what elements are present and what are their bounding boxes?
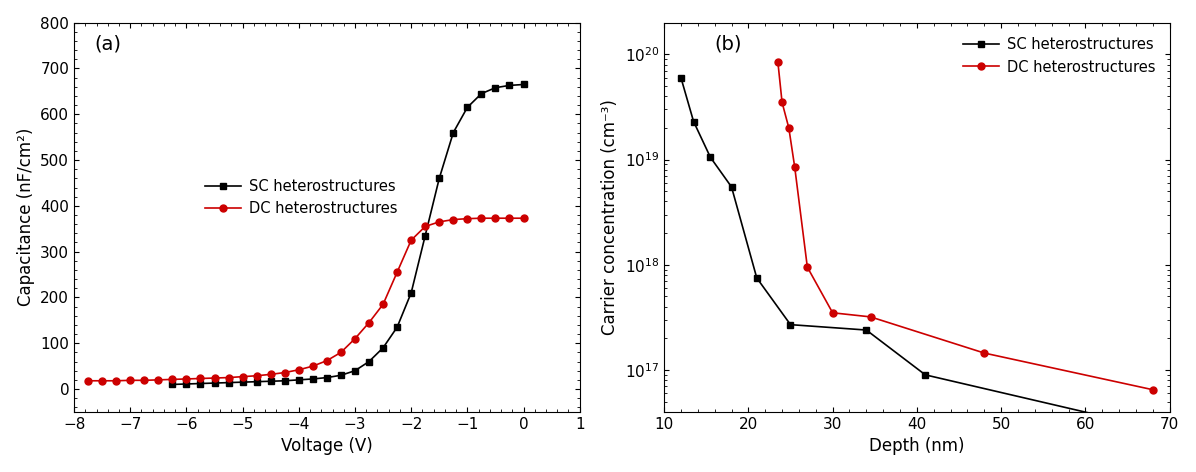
DC heterostructures [517,215,531,221]
SC heterostructures [446,130,460,135]
SC heterostructures [194,381,208,387]
SC heterostructures [687,118,701,124]
SC heterostructures [165,381,179,387]
SC heterostructures [488,85,502,91]
DC heterostructures [334,350,348,355]
DC heterostructures [292,367,306,372]
DC heterostructures [977,350,991,356]
DC heterostructures [221,375,236,380]
DC heterostructures [419,224,433,229]
SC heterostructures [750,275,764,281]
SC heterostructures [725,184,739,190]
SC heterostructures [783,322,798,328]
DC heterostructures [306,363,321,369]
SC heterostructures [859,327,873,333]
Line: SC heterostructures: SC heterostructures [677,74,1115,421]
SC heterostructures [362,359,377,364]
Line: DC heterostructures: DC heterostructures [85,215,527,384]
SC heterostructures [376,345,390,351]
DC heterostructures [250,373,264,379]
DC heterostructures [864,314,878,320]
DC heterostructures [207,375,221,381]
DC heterostructures [348,336,362,341]
SC heterostructures [221,380,236,386]
DC heterostructures [319,358,334,363]
DC heterostructures [446,217,460,222]
DC heterostructures [94,378,109,384]
SC heterostructures [236,379,250,385]
Text: (b): (b) [715,34,743,53]
DC heterostructures [362,320,377,326]
SC heterostructures [306,376,321,382]
DC heterostructures [277,370,292,375]
Legend: SC heterostructures, DC heterostructures: SC heterostructures, DC heterostructures [956,30,1163,82]
SC heterostructures [250,379,264,385]
Y-axis label: Capacitance (nF/cm²): Capacitance (nF/cm²) [17,128,35,306]
Text: (a): (a) [94,34,121,53]
DC heterostructures [236,374,250,379]
Legend: SC heterostructures, DC heterostructures: SC heterostructures, DC heterostructures [197,172,404,224]
SC heterostructures [390,324,404,330]
DC heterostructures [770,59,785,65]
SC heterostructures [919,372,933,378]
SC heterostructures [475,91,489,96]
DC heterostructures [376,302,390,307]
DC heterostructures [123,378,138,383]
SC heterostructures [673,75,688,81]
SC heterostructures [502,83,517,88]
SC heterostructures [460,105,475,110]
SC heterostructures [348,368,362,373]
DC heterostructures [179,376,194,382]
DC heterostructures [263,371,277,377]
SC heterostructures [319,375,334,380]
DC heterostructures [432,219,446,225]
Line: SC heterostructures: SC heterostructures [169,81,527,388]
SC heterostructures [263,379,277,384]
SC heterostructures [419,233,433,238]
SC heterostructures [432,176,446,181]
SC heterostructures [207,380,221,386]
Y-axis label: Carrier concentration (cm⁻³): Carrier concentration (cm⁻³) [602,99,620,335]
DC heterostructures [787,164,801,170]
DC heterostructures [194,376,208,381]
DC heterostructures [81,378,96,384]
DC heterostructures [775,100,789,105]
DC heterostructures [460,216,475,221]
Line: DC heterostructures: DC heterostructures [774,59,1157,393]
DC heterostructures [488,215,502,221]
SC heterostructures [179,381,194,387]
DC heterostructures [800,264,814,270]
DC heterostructures [1146,387,1160,393]
DC heterostructures [109,378,123,384]
DC heterostructures [475,215,489,221]
DC heterostructures [825,310,840,316]
X-axis label: Voltage (V): Voltage (V) [281,438,373,455]
DC heterostructures [502,215,517,221]
SC heterostructures [517,82,531,87]
DC heterostructures [165,377,179,382]
SC heterostructures [703,154,718,160]
DC heterostructures [151,377,165,383]
SC heterostructures [1104,415,1118,421]
X-axis label: Depth (nm): Depth (nm) [869,438,965,455]
DC heterostructures [782,125,797,131]
DC heterostructures [390,270,404,275]
DC heterostructures [404,237,419,243]
DC heterostructures [138,378,152,383]
SC heterostructures [292,377,306,383]
SC heterostructures [334,372,348,378]
SC heterostructures [277,378,292,384]
SC heterostructures [404,290,419,295]
